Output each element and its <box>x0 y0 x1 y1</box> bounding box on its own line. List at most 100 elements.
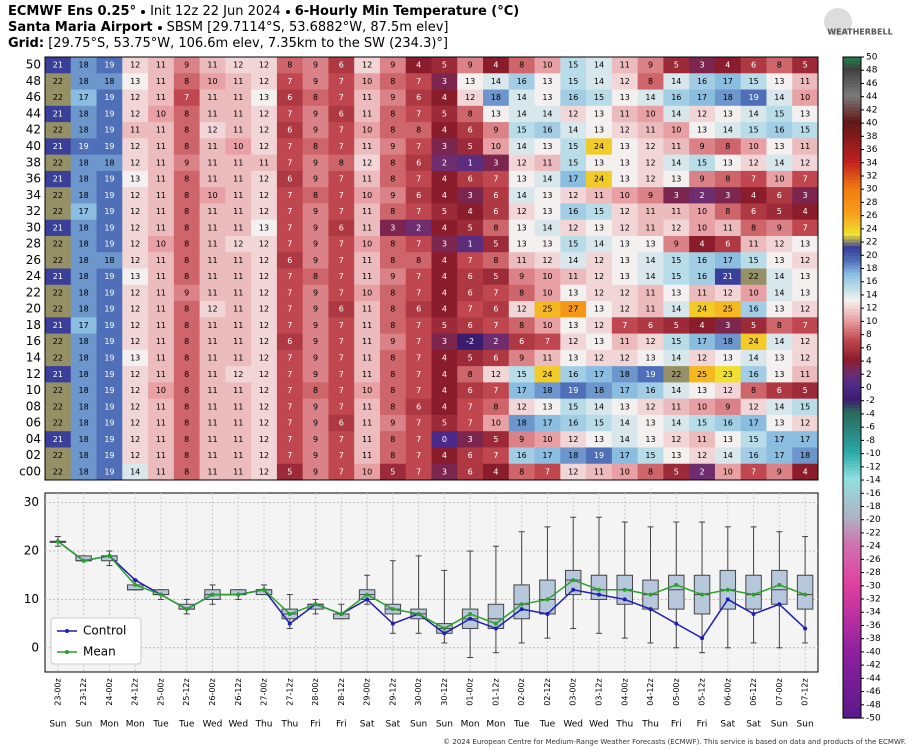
cell <box>586 219 613 237</box>
cell-label: 17 <box>748 419 758 428</box>
cell <box>663 431 690 448</box>
cell <box>637 170 664 188</box>
cell-label: 11 <box>156 467 166 476</box>
cell-label: 8 <box>390 402 395 411</box>
cell <box>199 398 226 416</box>
cell-label: 6 <box>468 321 473 330</box>
cell-label: 11 <box>645 207 655 216</box>
cell-label: 12 <box>130 305 140 314</box>
cell-label: 8 <box>390 386 395 395</box>
cell <box>740 349 767 367</box>
cell-label: 13 <box>542 142 552 151</box>
cell-label: 8 <box>519 467 524 476</box>
cell <box>560 138 587 156</box>
row-label: 48 <box>26 74 41 88</box>
cell-label: 6 <box>416 305 421 314</box>
cell-label: 7 <box>339 126 344 135</box>
cell <box>457 414 484 432</box>
cell-label: 12 <box>259 353 269 362</box>
cell <box>611 105 639 123</box>
cell <box>251 366 278 383</box>
colorbar-segment <box>843 413 861 418</box>
row-label: 02 <box>26 448 41 462</box>
cell <box>740 268 767 286</box>
row-label: 26 <box>26 253 41 267</box>
cell <box>225 235 252 253</box>
cell <box>483 170 510 188</box>
cell-label: 14 <box>671 386 681 395</box>
colorbar-label: -10 <box>866 449 881 459</box>
cell <box>483 382 510 400</box>
colorbar-label: 8 <box>866 330 872 340</box>
cell <box>354 122 381 139</box>
colorbar-segment <box>843 159 861 164</box>
x-tick-label: 28-12z <box>337 678 346 705</box>
cell-label: 11 <box>542 158 552 167</box>
cell-label: 7 <box>416 370 421 379</box>
cell-label: 22 <box>53 305 63 314</box>
cell-label: 7 <box>416 142 421 151</box>
cell-label: 12 <box>620 223 630 232</box>
y-tick-label: 10 <box>24 592 39 606</box>
cell-label: 8 <box>184 419 189 428</box>
colorbar-segment <box>843 714 861 719</box>
cell-label: 8 <box>725 142 730 151</box>
series-point <box>803 592 808 597</box>
colorbar-label: -48 <box>866 700 881 710</box>
cell-label: 8 <box>184 451 189 460</box>
cell-label: 15 <box>748 435 758 444</box>
cell-label: 12 <box>800 353 810 362</box>
cell-label: 12 <box>517 402 527 411</box>
cell <box>663 73 690 91</box>
cell-label: 19 <box>79 142 89 151</box>
cell <box>173 57 201 74</box>
cell <box>689 382 716 400</box>
cell-label: 16 <box>671 93 681 102</box>
cell-label: 18 <box>542 386 552 395</box>
cell-label: 8 <box>416 126 421 135</box>
cell <box>534 187 561 204</box>
cell <box>199 187 226 204</box>
cell-label: 10 <box>491 142 501 151</box>
colorbar-segment <box>843 641 861 646</box>
cell-label: 11 <box>233 402 243 411</box>
colorbar-segment <box>843 93 861 98</box>
cell-label: 12 <box>774 240 784 249</box>
cell <box>173 301 201 318</box>
cell-label: 16 <box>568 93 578 102</box>
cell <box>534 203 561 221</box>
x-tick-label: 29-12z <box>388 678 397 705</box>
cell <box>740 447 767 465</box>
cell-label: 11 <box>207 142 217 151</box>
cell-label: 8 <box>519 288 524 297</box>
station-info: SBSM [29.7114°S, 53.6882°W, 87.5m elev] <box>166 20 449 35</box>
cell <box>96 431 123 448</box>
cell <box>148 463 175 481</box>
cell <box>457 89 484 107</box>
cell-label: 11 <box>156 93 166 102</box>
cell-label: 12 <box>620 305 630 314</box>
cell <box>251 268 278 286</box>
legend-point <box>65 650 69 654</box>
cell <box>225 154 252 172</box>
cell-label: 12 <box>130 386 140 395</box>
colorbar-segment <box>843 480 861 484</box>
cell <box>405 203 432 221</box>
cell-label: 17 <box>774 435 784 444</box>
cell-label: 16 <box>697 77 707 86</box>
cell-label: 6 <box>648 321 653 330</box>
cell <box>792 333 819 351</box>
cell-label: 12 <box>259 272 269 281</box>
cell <box>611 463 639 481</box>
cell <box>508 170 536 188</box>
cell-label: 24 <box>542 370 552 379</box>
cell-label: 7 <box>416 288 421 297</box>
cell-label: 9 <box>313 77 318 86</box>
day-label: Wed <box>563 720 583 730</box>
cell <box>122 73 149 91</box>
colorbar-segment <box>843 357 861 362</box>
cell <box>508 284 536 302</box>
cell-label: 19 <box>645 370 655 379</box>
series-point <box>339 611 344 616</box>
